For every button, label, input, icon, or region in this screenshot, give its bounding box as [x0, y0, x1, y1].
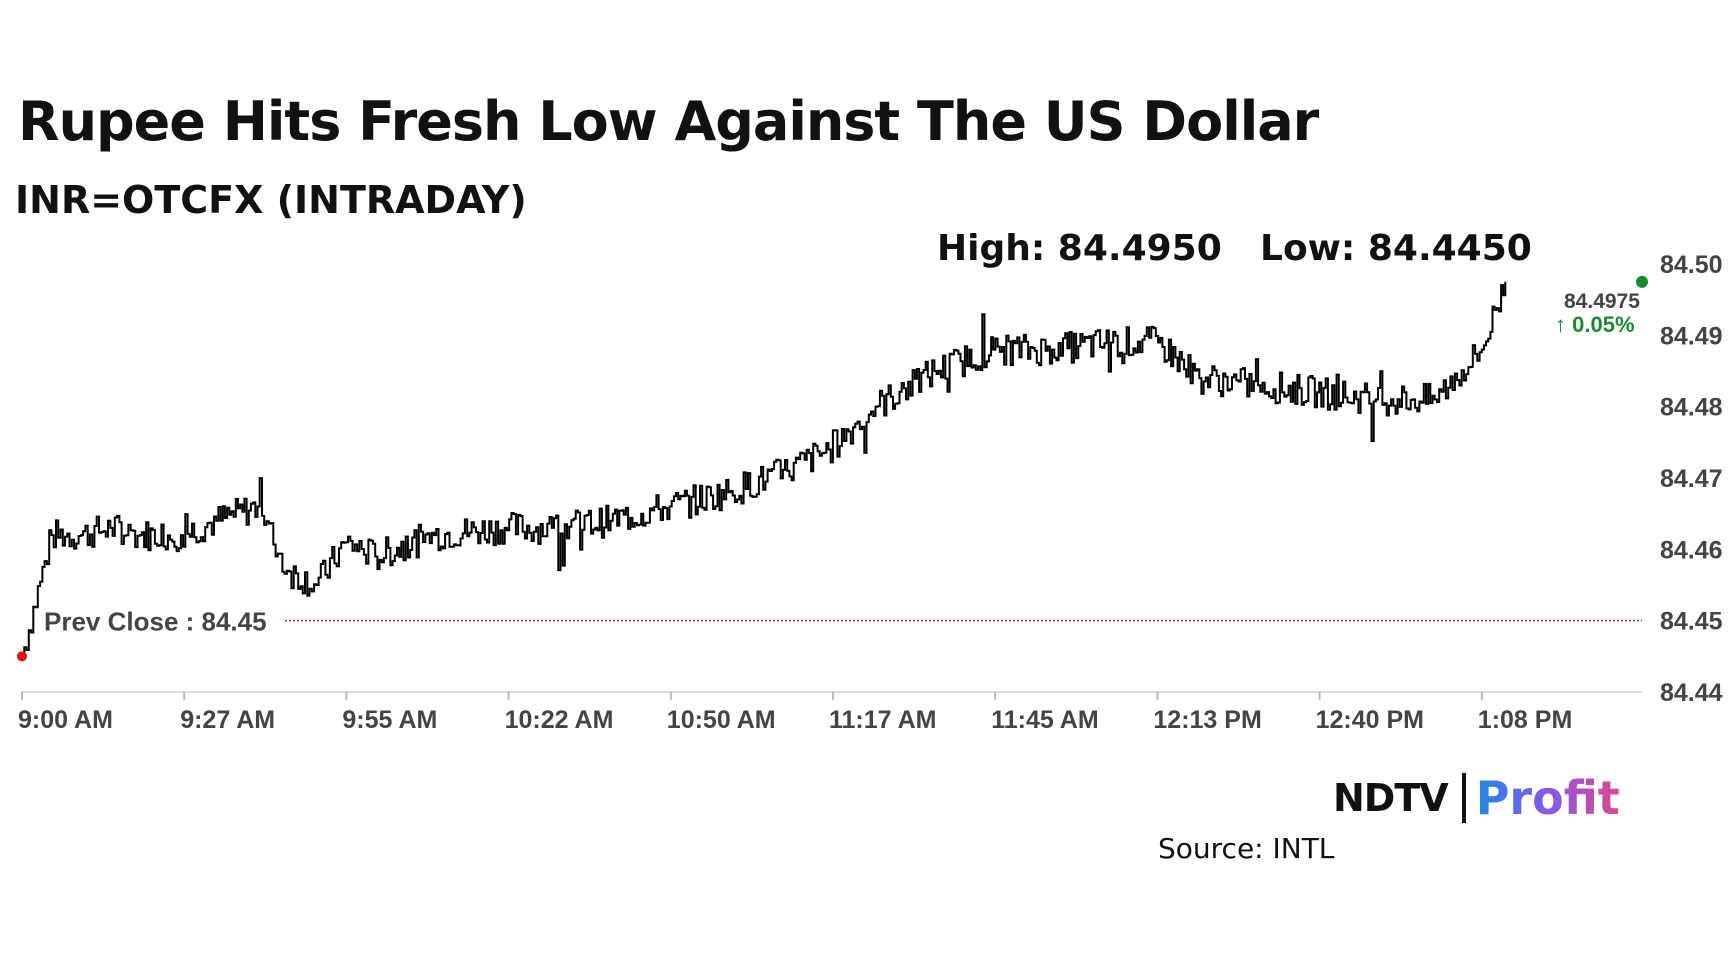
x-tick-label: 12:13 PM — [1153, 706, 1261, 734]
y-axis: 84.50 84.49 84.48 84.47 84.46 84.45 84.44 — [1660, 251, 1723, 707]
start-marker — [17, 651, 27, 662]
logo-profit: Profit — [1475, 771, 1620, 825]
y-tick-label: 84.44 — [1660, 679, 1723, 707]
high-stat: High: 84.4950 — [937, 228, 1222, 269]
y-tick-label: 84.45 — [1660, 608, 1723, 636]
change-percent: 0.05% — [1572, 312, 1634, 337]
x-tick-label: 12:40 PM — [1316, 706, 1424, 734]
chart-title: Rupee Hits Fresh Low Against The US Doll… — [18, 90, 1319, 153]
source-note: Source: INTL — [1158, 832, 1335, 865]
prev-close-label: Prev Close : 84.45 — [44, 607, 267, 637]
x-tick-label: 11:17 AM — [829, 706, 936, 734]
logo-ndtv: NDTV — [1333, 776, 1449, 820]
x-axis: 9:00 AM 9:27 AM 9:55 AM 10:22 AM 10:50 AM 11:… — [18, 691, 1642, 734]
y-tick-label: 84.46 — [1660, 536, 1723, 564]
y-tick-label: 84.49 — [1660, 322, 1723, 350]
price-line — [22, 281, 1507, 658]
chart-subtitle: INR=OTCFX (INTRADAY) — [15, 178, 527, 222]
x-tick-label: 9:27 AM — [180, 706, 275, 734]
x-tick-label: 9:00 AM — [18, 706, 113, 734]
low-stat: Low: 84.4450 — [1260, 228, 1532, 269]
x-tick-label: 10:50 AM — [667, 706, 776, 734]
ndtv-profit-logo: NDTV Profit — [1333, 770, 1620, 826]
y-tick-label: 84.48 — [1660, 394, 1723, 422]
last-change: ↑ 0.05% — [1555, 312, 1635, 337]
x-tick-label: 1:08 PM — [1478, 706, 1572, 734]
x-tick-label: 9:55 AM — [342, 706, 437, 734]
last-price: 84.4975 — [1564, 290, 1640, 313]
y-tick-label: 84.50 — [1660, 251, 1723, 279]
x-tick-label: 10:22 AM — [505, 706, 614, 734]
logo-divider — [1461, 773, 1466, 823]
end-marker — [1636, 275, 1648, 288]
up-arrow-icon: ↑ — [1555, 312, 1572, 337]
y-tick-label: 84.47 — [1660, 465, 1723, 493]
x-tick-label: 11:45 AM — [991, 706, 1098, 734]
